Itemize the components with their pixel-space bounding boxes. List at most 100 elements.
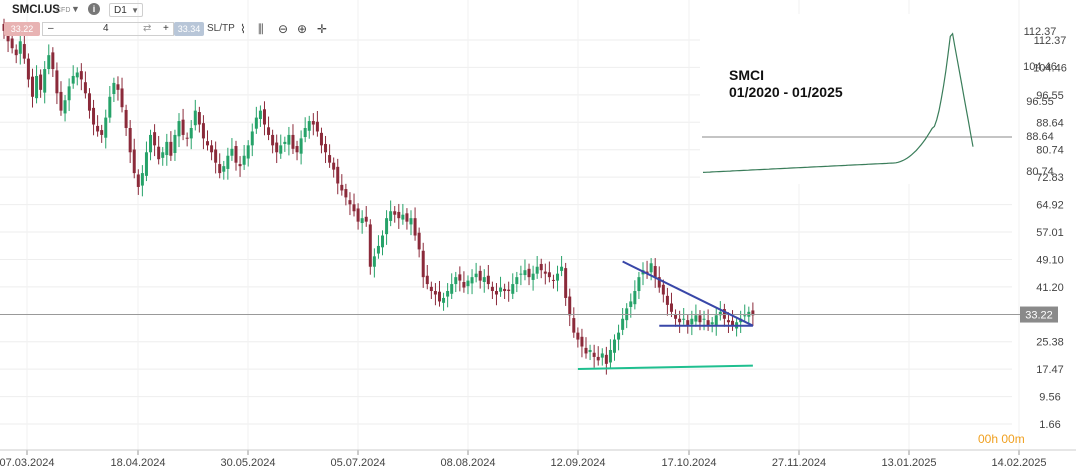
candle-body [698, 315, 702, 323]
candle-body [51, 52, 55, 70]
candle-body [556, 273, 560, 281]
candle-body [613, 339, 616, 353]
candle-body [458, 274, 462, 281]
candles [2, 18, 755, 375]
x-tick-label: 13.01.2025 [881, 457, 936, 469]
y-tick-label: 112.37 [1034, 35, 1067, 47]
candle-body [210, 145, 214, 153]
y-tick-label: 64.92 [1036, 200, 1064, 212]
candle-body [295, 146, 299, 153]
candle-body [637, 277, 641, 292]
candle-body [59, 91, 63, 111]
timer-minutes: 00m [1001, 432, 1025, 446]
sell-button[interactable]: 33.22 [4, 22, 40, 36]
plus-icon[interactable]: + [163, 23, 169, 34]
candle-body [92, 107, 96, 125]
candle-body [352, 204, 356, 212]
candle-body [722, 309, 726, 319]
candle-body [425, 275, 429, 285]
candle-body [189, 127, 193, 139]
candle-body [665, 295, 669, 305]
candle-body [173, 134, 177, 153]
candle-body [413, 218, 417, 236]
candle-body [547, 272, 551, 278]
zoom-in-icon[interactable]: ⊕ [297, 22, 308, 36]
zoom-out-icon[interactable]: ⊖ [278, 22, 289, 36]
candle-body [165, 141, 169, 156]
candle-body [385, 218, 389, 235]
candle-body [482, 277, 486, 282]
candle-body [450, 284, 454, 294]
buy-button[interactable]: 33.34 [174, 22, 204, 36]
candle-body [523, 270, 527, 276]
candle-body [690, 318, 694, 325]
candle-body [43, 69, 47, 93]
quantity-value[interactable]: 4 [103, 23, 109, 34]
candle-body [30, 76, 34, 97]
candle-body [604, 354, 608, 364]
candle-body [494, 291, 498, 295]
candle-body [35, 75, 39, 99]
candle-body [246, 145, 250, 159]
inset-price-path [702, 32, 974, 173]
candle-timer: 00h 00m [978, 432, 1025, 446]
candle-body [100, 130, 104, 135]
candle-body [75, 72, 79, 78]
candle-body [360, 218, 364, 224]
timeframe-select[interactable]: D1 ▼ [109, 3, 143, 17]
timer-hours: 00h [978, 432, 999, 446]
line-chart-icon[interactable]: ⌇ [240, 22, 246, 36]
x-tick-label: 18.04.2024 [110, 457, 165, 469]
candle-body [470, 277, 474, 284]
x-tick-label: 17.10.2024 [661, 457, 716, 469]
candle-body [230, 148, 234, 156]
candle-body [14, 49, 18, 56]
trend-lines [0, 260, 1020, 371]
candle-body [26, 58, 30, 80]
indicator-icon[interactable]: ⫼ [258, 22, 264, 36]
crosshair-icon[interactable]: ✛ [317, 22, 328, 36]
candle-body [332, 162, 336, 170]
y-tick-label: 104.46 [1033, 62, 1067, 74]
candle-body [336, 166, 340, 184]
x-tick-label: 08.08.2024 [440, 457, 495, 469]
y-tick-label: 17.47 [1036, 364, 1064, 376]
sltp-button[interactable]: SL/TP [207, 23, 235, 34]
quantity-stepper[interactable]: – 4 ⇄ + [42, 22, 174, 36]
candle-body [67, 86, 71, 101]
candle-body [446, 291, 450, 297]
candle-body [629, 301, 633, 307]
candle-body [535, 266, 539, 274]
candle-body [242, 155, 246, 165]
info-icon[interactable]: i [88, 3, 100, 15]
candle-body [348, 200, 352, 205]
candle-body [372, 256, 376, 267]
candle-body [324, 143, 328, 153]
candle-body [511, 284, 515, 294]
candle-body [731, 320, 735, 326]
symbol-label[interactable]: SMCI.US [12, 4, 60, 16]
candle-body [181, 119, 185, 135]
reset-icon[interactable]: ⇄ [143, 23, 152, 34]
candle-body [104, 117, 108, 138]
candle-body [161, 152, 165, 158]
candle-body [116, 84, 120, 90]
dropdown-arrow-icon[interactable]: ▼ [71, 4, 80, 14]
support-line [577, 364, 753, 371]
candle-body [153, 132, 157, 146]
inset-y-tick-label: 80.74 [1026, 166, 1054, 178]
candle-body [307, 121, 311, 131]
x-tick-label: 07.03.2024 [0, 457, 55, 469]
candle-body [271, 134, 275, 146]
candle-body [649, 263, 653, 273]
candle-body [515, 277, 519, 285]
candle-body [669, 303, 673, 312]
minus-icon[interactable]: – [48, 23, 54, 34]
candle-body [144, 152, 148, 176]
candle-body [674, 314, 678, 319]
candle-body [299, 138, 303, 154]
inset-background [700, 14, 1012, 184]
candle-body [18, 41, 22, 54]
candle-body [356, 208, 360, 222]
